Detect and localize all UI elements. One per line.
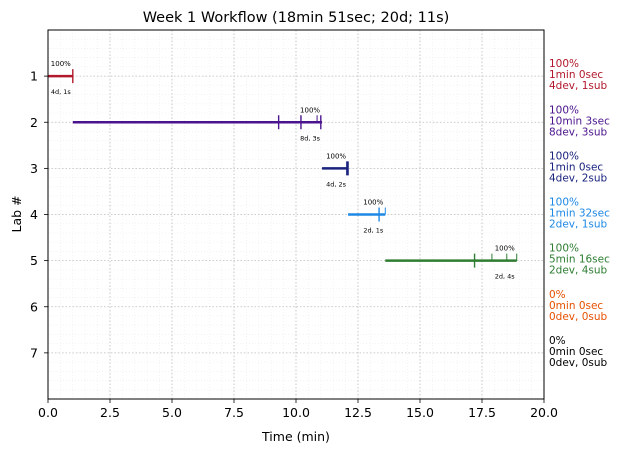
x-tick-label: 2.5 [100,405,120,420]
y-tick-label: 6 [30,299,38,314]
lab-summary-line: 0min 0sec [549,300,603,312]
lab-count-label: 2d, 4s [495,273,516,281]
lab-summary-line: 0dev, 0sub [549,311,608,323]
y-tick-label: 1 [30,69,38,84]
y-tick-label: 3 [30,161,38,176]
lab-summary-line: 2dev, 4sub [549,265,608,277]
y-axis-label: Lab # [9,195,24,232]
y-tick-label: 2 [30,115,38,130]
y-tick-label: 5 [30,253,38,268]
lab-summary-line: 4dev, 1sub [549,80,608,92]
x-tick-label: 20.0 [530,405,558,420]
x-tick-label: 5.0 [162,405,182,420]
lab-summary-line: 100% [549,58,579,70]
lab-percent-label: 100% [363,199,383,207]
x-tick-label: 0.0 [38,405,58,420]
lab-summary-line: 10min 3sec [549,115,610,127]
x-tick-label: 10.0 [282,405,310,420]
x-axis: 0.0 2.5 5.0 7.5 10.0 12.5 15.0 17.5 20.0 [38,399,558,420]
x-axis-label: Time (min) [261,429,330,444]
lab-summary-line: 0% [549,335,566,347]
lab-count-label: 4d, 1s [51,88,72,96]
lab-summary-line: 4dev, 2sub [549,172,608,184]
lab-summary-line: 5min 16sec [549,254,610,266]
lab-percent-label: 100% [51,60,71,68]
lab-summary-line: 1min 0sec [549,161,603,173]
x-tick-label: 15.0 [406,405,434,420]
lab-summary-line: 1min 0sec [549,69,603,81]
y-tick-label: 4 [30,207,38,222]
lab-summary-line: 100% [549,243,579,255]
lab-summary-line: 100% [549,197,579,209]
x-tick-label: 17.5 [468,405,496,420]
lab-count-label: 2d, 1s [363,227,384,235]
lab-summary-line: 100% [549,150,579,162]
y-tick-label: 7 [30,345,38,360]
lab-summary-line: 100% [549,104,579,116]
x-tick-label: 7.5 [224,405,244,420]
chart-title: Week 1 Workflow (18min 51sec; 20d; 11s) [143,10,450,26]
lab-summary-line: 2dev, 1sub [549,219,608,231]
lab-percent-label: 100% [326,152,346,160]
lab-summary-line: 0min 0sec [549,346,603,358]
y-axis: 1 2 3 4 5 6 7 [30,69,48,360]
lab-percent-label: 100% [300,106,320,114]
chart-marks: 100% 4d, 1s 100% 8d, 3s 100% 4d, 2s 100% 2d, 1s… [48,60,518,281]
lab-summary-line: 1min 32sec [549,208,610,220]
lab-percent-label: 100% [495,245,515,253]
x-tick-label: 12.5 [344,405,372,420]
lab-summary-line: 8dev, 3sub [549,126,608,138]
lab-count-label: 4d, 2s [326,180,347,188]
lab-summary-line: 0dev, 0sub [549,357,608,369]
lab-count-label: 8d, 3s [300,134,321,142]
lab-summary-line: 0% [549,289,566,301]
